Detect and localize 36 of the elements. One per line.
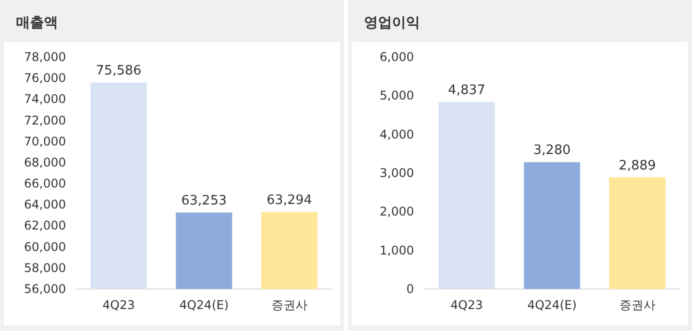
data-label: 4,837	[448, 82, 486, 98]
y-tick-label: 74,000	[24, 92, 66, 106]
y-tick-label: 2,000	[380, 204, 414, 219]
y-tick-label: 56,000	[24, 282, 66, 296]
chart-title: 매출액	[16, 15, 58, 31]
bar	[524, 162, 580, 289]
y-tick-label: 1,000	[380, 243, 414, 258]
x-tick-label: 4Q23	[450, 298, 483, 312]
data-label: 2,889	[618, 158, 656, 174]
y-tick-label: 66,000	[24, 176, 66, 191]
y-tick-label: 64,000	[24, 198, 66, 212]
x-tick-label: 4Q23	[102, 298, 135, 312]
data-label: 63,253	[181, 194, 227, 209]
y-tick-label: 5,000	[380, 88, 414, 103]
y-tick-label: 4,000	[380, 127, 414, 142]
y-tick-label: 76,000	[24, 71, 66, 86]
x-tick-label: 4Q24(E)	[179, 298, 229, 312]
y-tick-label: 72,000	[24, 113, 66, 128]
y-tick-label: 62,000	[24, 218, 66, 233]
chart-title: 영업이익	[364, 15, 420, 31]
y-tick-label: 6,000	[380, 50, 414, 64]
data-label: 63,294	[266, 193, 312, 208]
x-tick-label: 4Q24(E)	[527, 298, 577, 312]
bar	[438, 102, 495, 289]
bar	[609, 177, 666, 289]
data-label: 3,280	[533, 143, 571, 158]
x-tick-label: 증권사	[619, 298, 656, 312]
y-tick-label: 3,000	[380, 166, 414, 180]
y-tick-label: 0	[406, 282, 414, 296]
y-tick-label: 78,000	[24, 50, 66, 64]
data-label: 75,586	[96, 63, 142, 78]
x-tick-label: 증권사	[271, 298, 308, 312]
y-tick-label: 58,000	[24, 260, 66, 275]
y-tick-label: 60,000	[24, 240, 66, 254]
y-tick-label: 68,000	[24, 155, 66, 170]
y-tick-label: 70,000	[24, 134, 66, 148]
